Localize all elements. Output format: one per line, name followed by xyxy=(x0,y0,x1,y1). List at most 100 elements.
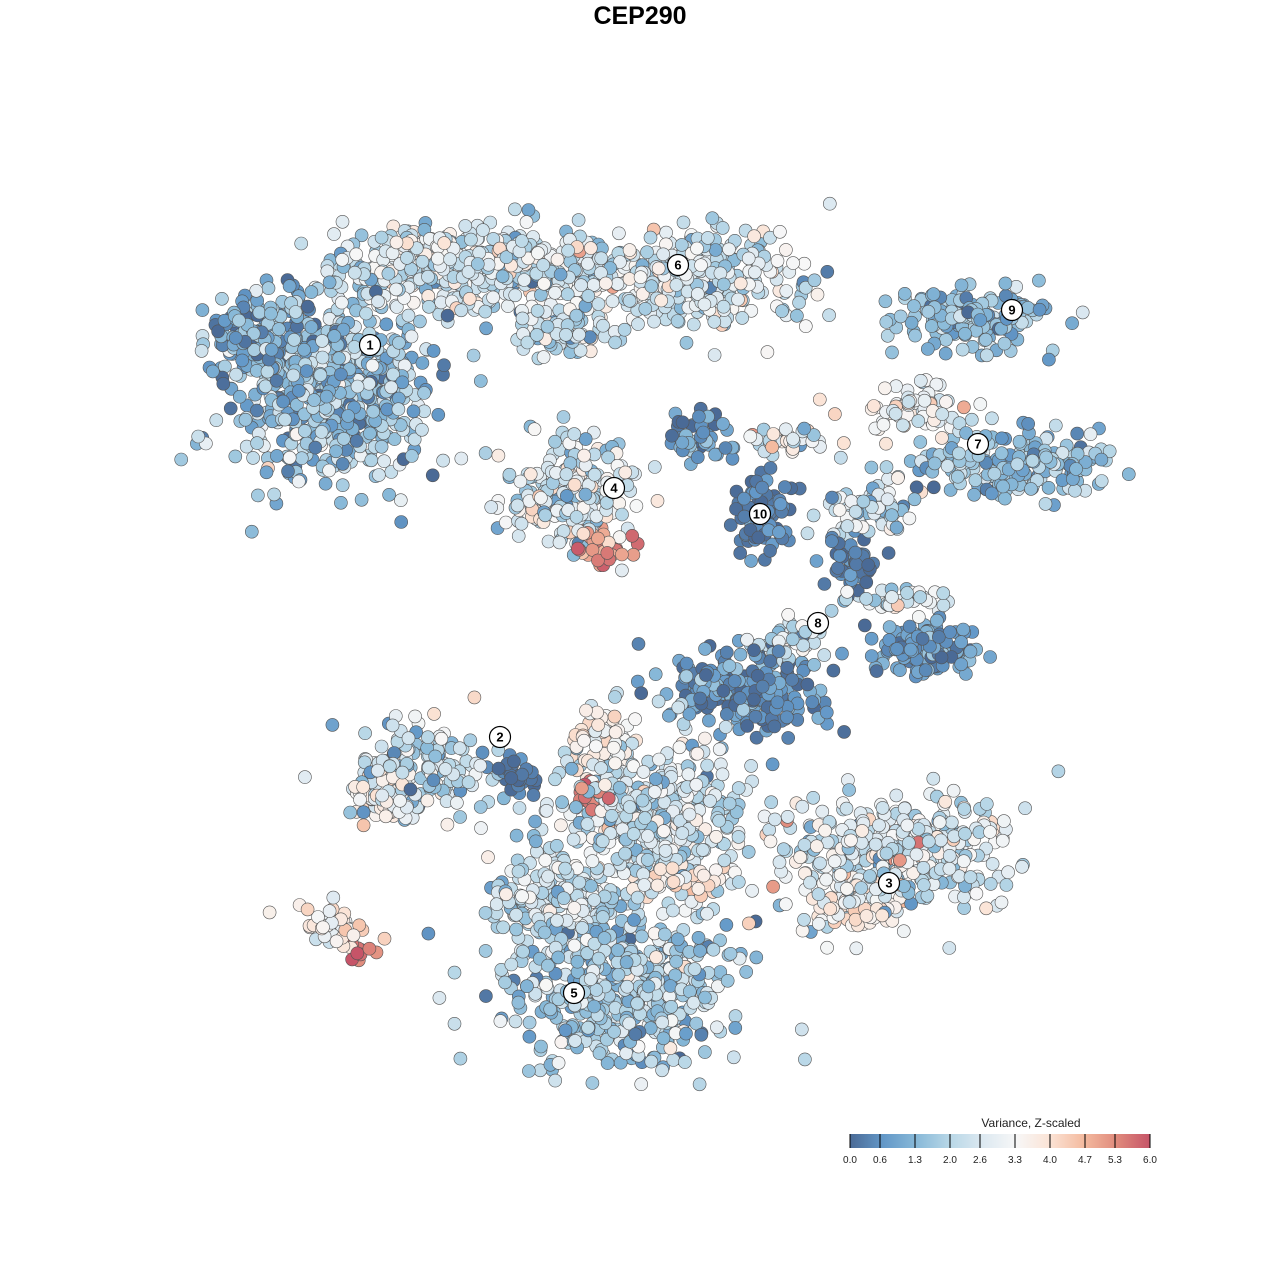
data-point xyxy=(1041,480,1056,495)
data-point xyxy=(984,486,999,501)
data-point xyxy=(548,772,562,787)
data-point xyxy=(693,691,707,706)
data-point xyxy=(936,586,951,601)
data-point xyxy=(930,613,944,628)
data-point xyxy=(637,878,652,892)
data-point xyxy=(775,304,789,318)
data-point xyxy=(716,417,730,431)
data-point xyxy=(622,293,637,308)
data-point xyxy=(1094,474,1109,488)
data-point xyxy=(663,1041,678,1055)
data-point xyxy=(679,335,694,350)
data-point xyxy=(250,436,264,450)
data-point xyxy=(541,958,555,973)
data-point xyxy=(229,367,243,382)
data-point xyxy=(245,524,259,539)
data-point xyxy=(461,265,476,279)
data-point xyxy=(530,303,545,318)
data-point xyxy=(595,910,610,924)
data-point xyxy=(696,868,711,883)
data-point xyxy=(731,875,746,889)
data-point xyxy=(822,308,836,323)
data-point xyxy=(696,425,711,440)
data-point xyxy=(728,1009,743,1023)
data-point xyxy=(233,389,247,404)
data-point xyxy=(520,979,534,994)
data-point xyxy=(466,348,481,363)
data-point xyxy=(434,731,449,746)
data-point xyxy=(450,795,464,810)
data-point xyxy=(900,586,914,600)
data-point xyxy=(781,731,796,745)
data-point xyxy=(670,932,685,947)
data-point xyxy=(318,476,333,491)
data-point xyxy=(458,219,473,233)
data-point xyxy=(656,1031,671,1046)
data-point xyxy=(875,801,890,815)
data-point xyxy=(519,215,534,229)
data-point xyxy=(1038,497,1053,511)
data-point xyxy=(717,853,732,868)
data-point xyxy=(583,241,598,255)
data-point xyxy=(773,225,787,239)
data-point xyxy=(897,801,912,816)
data-point xyxy=(743,429,758,444)
data-point xyxy=(770,254,785,268)
data-point xyxy=(994,895,1009,910)
data-point xyxy=(615,563,629,578)
data-point xyxy=(679,656,694,671)
data-point xyxy=(698,1045,712,1059)
data-point xyxy=(282,450,297,465)
data-point xyxy=(785,672,799,687)
data-point xyxy=(356,780,370,794)
data-point xyxy=(522,1015,537,1030)
data-point xyxy=(755,679,770,694)
data-point xyxy=(931,630,946,644)
data-point xyxy=(934,833,948,848)
data-point xyxy=(896,924,911,939)
data-point xyxy=(747,229,761,243)
data-point xyxy=(362,941,377,956)
data-point xyxy=(864,460,879,475)
data-point xyxy=(620,979,635,994)
data-point xyxy=(601,450,615,465)
data-point xyxy=(489,897,504,912)
data-point xyxy=(592,1046,607,1060)
data-point xyxy=(807,273,822,288)
data-point xyxy=(608,335,622,350)
data-point xyxy=(849,557,864,572)
data-point xyxy=(531,246,545,260)
data-point xyxy=(474,821,488,835)
data-point xyxy=(362,376,376,391)
data-point xyxy=(882,620,897,634)
data-point xyxy=(478,944,493,958)
data-point xyxy=(849,941,864,956)
data-point xyxy=(983,650,997,664)
data-point xyxy=(262,905,277,920)
data-point xyxy=(427,707,441,721)
data-point xyxy=(415,356,430,370)
data-point xyxy=(739,965,754,979)
data-point xyxy=(907,492,922,507)
data-point xyxy=(819,705,834,720)
data-point xyxy=(707,348,722,362)
data-point xyxy=(276,394,290,409)
data-point xyxy=(809,554,824,568)
data-point xyxy=(294,236,309,251)
data-point xyxy=(365,358,380,373)
data-point xyxy=(658,843,673,858)
data-point xyxy=(591,718,606,732)
data-point xyxy=(622,243,637,257)
data-point xyxy=(496,920,510,935)
data-point xyxy=(554,1035,569,1049)
data-point xyxy=(421,926,436,941)
data-point xyxy=(211,324,225,339)
data-point xyxy=(694,1028,709,1042)
data-point xyxy=(868,837,883,852)
data-point xyxy=(581,1020,595,1035)
data-point xyxy=(350,946,365,961)
data-point xyxy=(675,826,690,840)
data-point xyxy=(749,730,764,745)
data-point xyxy=(618,846,632,861)
data-point xyxy=(686,317,701,332)
